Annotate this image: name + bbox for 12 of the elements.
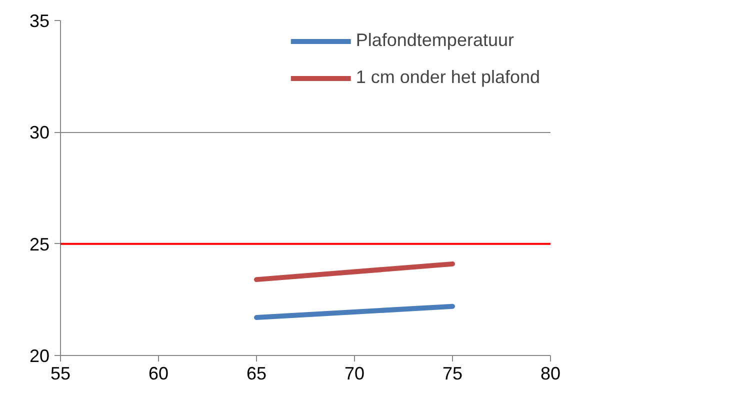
x-tick-label: 60 <box>148 364 169 384</box>
y-tick-label: 20 <box>29 346 50 366</box>
x-tick-label: 55 <box>50 364 71 384</box>
legend-label: 1 cm onder het plafond <box>356 67 540 88</box>
y-tick-label: 25 <box>29 234 50 254</box>
x-tick-label: 75 <box>442 364 463 384</box>
y-tick-label: 35 <box>29 11 50 31</box>
x-tick-label: 65 <box>246 364 267 384</box>
y-tick-label: 30 <box>29 122 50 143</box>
x-tick-label: 80 <box>540 364 561 384</box>
x-tick-label: 70 <box>344 364 365 384</box>
legend-label: Plafondtemperatuur <box>356 30 514 51</box>
